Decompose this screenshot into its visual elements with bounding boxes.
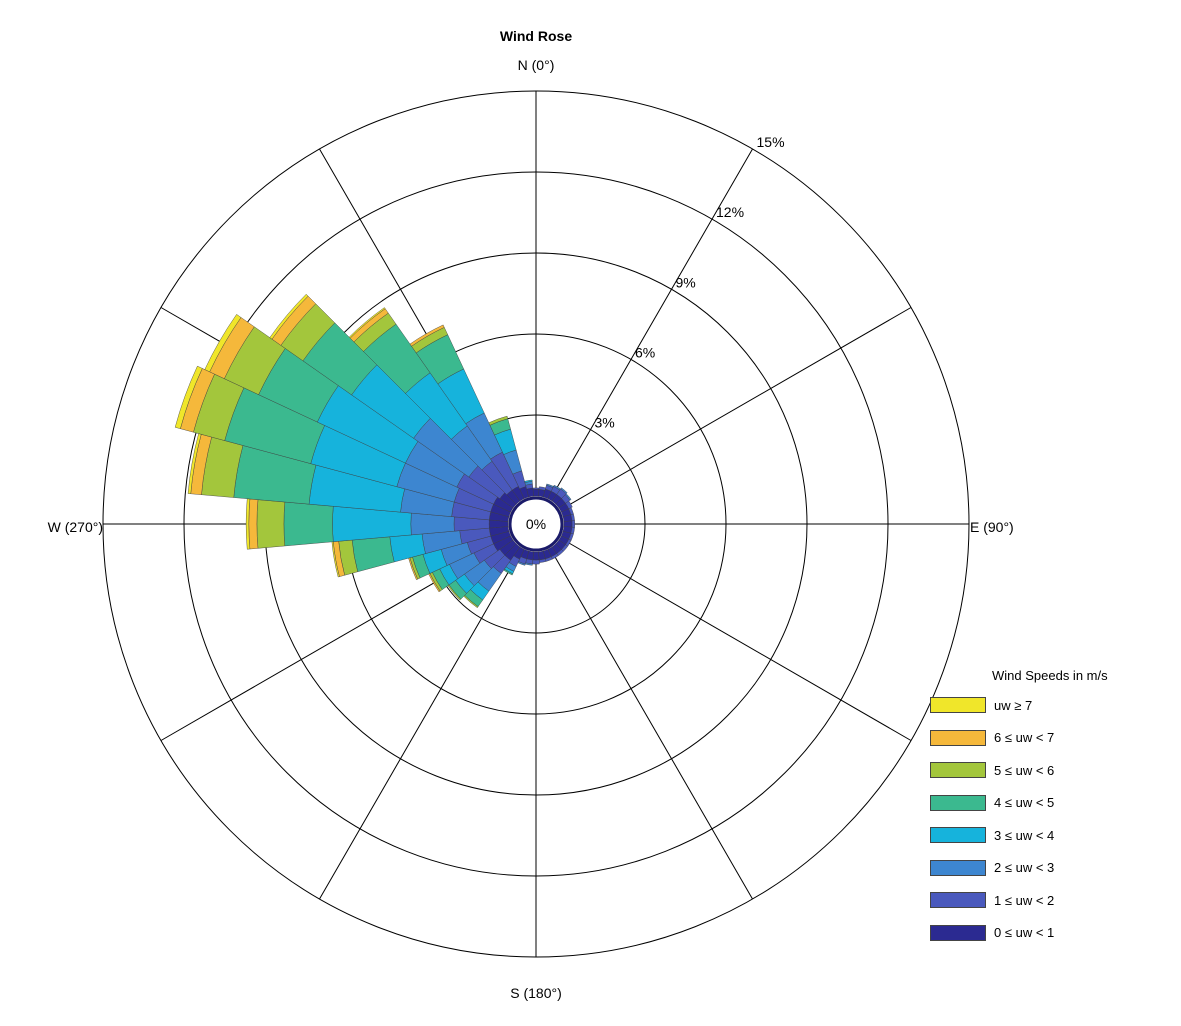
label-north: N (0°) <box>518 57 555 73</box>
legend-label: 2 ≤ uw < 3 <box>994 860 1055 876</box>
wedge-310-speed-7 <box>269 293 309 340</box>
wedge-50-speed-2 <box>565 493 572 501</box>
legend-swatch <box>930 859 986 876</box>
radial-label-3: 3% <box>595 415 615 431</box>
spoke-120 <box>559 537 912 741</box>
wedge-180-speed-1 <box>532 559 540 565</box>
legend-swatch <box>930 924 986 941</box>
wedge-270-speed-5 <box>256 499 286 549</box>
wedge-180-speed-0 <box>532 551 540 561</box>
spoke-150 <box>549 547 753 900</box>
radial-label-0: 0% <box>526 516 546 532</box>
spoke-30 <box>549 148 753 501</box>
legend-item: 0 ≤ uw < 1 <box>930 917 1170 950</box>
wind-bars <box>174 293 575 609</box>
legend-items: uw ≥ 7 6 ≤ uw < 7 5 ≤ uw < 6 4 ≤ uw < 5 3 ≤ … <box>930 689 1170 949</box>
wedge-270-speed-4 <box>283 501 334 547</box>
legend-swatch <box>930 697 986 714</box>
wedge-340-speed-5 <box>488 415 509 426</box>
radial-label-12: 12% <box>716 204 744 220</box>
legend-item: 4 ≤ uw < 5 <box>930 787 1170 820</box>
legend-swatch <box>930 892 986 909</box>
legend-swatch <box>930 762 986 779</box>
legend-label: 5 ≤ uw < 6 <box>994 762 1055 778</box>
radial-label-15: 15% <box>757 134 785 150</box>
legend-swatch <box>930 729 986 746</box>
wedge-0-speed-0 <box>532 489 540 497</box>
radial-label-6: 6% <box>635 344 655 360</box>
wedge-270-speed-6 <box>248 498 259 550</box>
legend-item: 6 ≤ uw < 7 <box>930 722 1170 755</box>
legend-swatch <box>930 827 986 844</box>
legend-label: 0 ≤ uw < 1 <box>994 925 1055 941</box>
legend-label: 1 ≤ uw < 2 <box>994 892 1055 908</box>
wedge-350-speed-3 <box>524 479 533 483</box>
legend-item: 5 ≤ uw < 6 <box>930 754 1170 787</box>
wedge-260-speed-4 <box>351 536 395 573</box>
legend-item: 3 ≤ uw < 4 <box>930 819 1170 852</box>
label-south: S (180°) <box>510 985 562 1001</box>
wedge-330-speed-6 <box>409 324 445 347</box>
wedge-0-speed-1 <box>532 487 540 490</box>
chart-labels: Wind Rose N (0°) E (90°) S (180°) W (270… <box>48 28 1014 1001</box>
wedge-300-speed-7 <box>204 314 242 373</box>
legend-item: 1 ≤ uw < 2 <box>930 884 1170 917</box>
legend-label: 4 ≤ uw < 5 <box>994 795 1055 811</box>
chart-title: Wind Rose <box>500 28 572 44</box>
center-circle <box>508 496 564 552</box>
legend-label: 6 ≤ uw < 7 <box>994 730 1055 746</box>
label-east: E (90°) <box>970 519 1014 535</box>
legend-item: uw ≥ 7 <box>930 689 1170 722</box>
legend-title: Wind Speeds in m/s <box>992 668 1108 683</box>
spoke-210 <box>319 547 523 900</box>
legend: Wind Speeds in m/s uw ≥ 7 6 ≤ uw < 7 5 ≤ u… <box>930 668 1170 949</box>
wedge-60-speed-1 <box>565 500 573 510</box>
center-hole: 0% <box>508 496 564 552</box>
legend-swatch <box>930 794 986 811</box>
legend-label: uw ≥ 7 <box>994 697 1033 713</box>
spoke-60 <box>559 307 912 511</box>
wedge-90-speed-0 <box>563 520 573 528</box>
wedge-320-speed-7 <box>348 307 386 339</box>
legend-item: 2 ≤ uw < 3 <box>930 852 1170 885</box>
label-west: W (270°) <box>48 519 103 535</box>
wedge-40-speed-2 <box>560 487 568 494</box>
radial-label-9: 9% <box>676 274 696 290</box>
wedge-290-speed-7 <box>174 365 203 429</box>
legend-label: 3 ≤ uw < 4 <box>994 827 1055 843</box>
wedge-90-speed-1 <box>571 520 575 528</box>
